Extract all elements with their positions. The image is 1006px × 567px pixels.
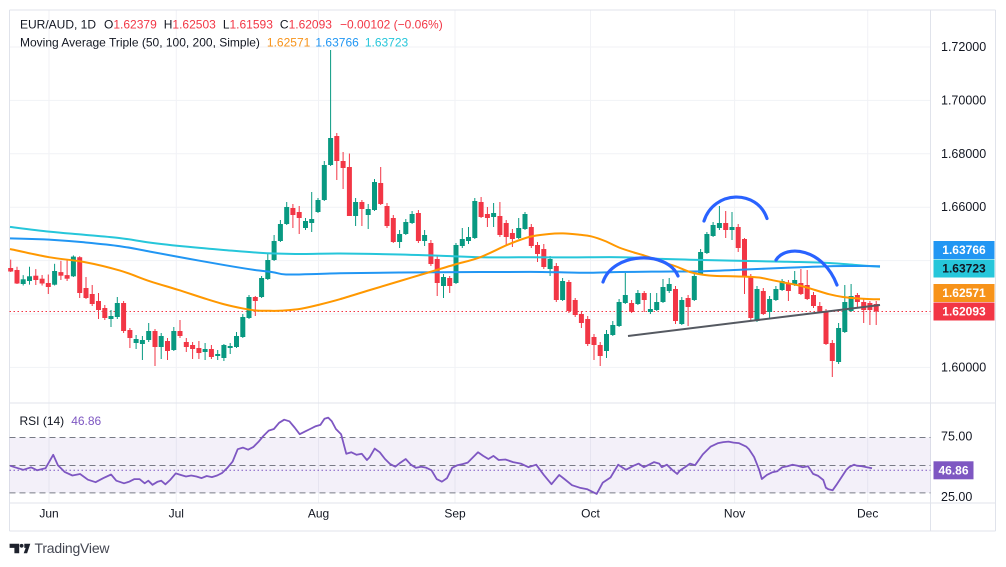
svg-text:1.66000: 1.66000 [941,200,986,214]
svg-text:Oct: Oct [581,507,600,521]
svg-text:Sep: Sep [444,507,466,521]
svg-text:1.63723: 1.63723 [942,262,986,276]
svg-text:Jul: Jul [169,507,184,521]
svg-text:46.86: 46.86 [938,464,968,478]
svg-text:1.72000: 1.72000 [941,40,986,54]
svg-text:75.00: 75.00 [941,430,972,444]
svg-text:1.62093: 1.62093 [942,305,986,319]
svg-text:1.70000: 1.70000 [941,93,986,107]
svg-text:25.00: 25.00 [941,490,972,504]
svg-text:RSI (14)46.86: RSI (14) 46.86 [20,414,102,428]
svg-text:TradingView: TradingView [35,540,111,556]
svg-text:Nov: Nov [724,507,745,521]
svg-text:1.63766: 1.63766 [942,243,986,257]
svg-text:Moving Average Triple (50, 100: Moving Average Triple (50, 100, 200, Sim… [20,36,409,50]
svg-text:Dec: Dec [857,507,878,521]
svg-text:Jun: Jun [39,507,58,521]
svg-text:1.60000: 1.60000 [941,360,986,374]
svg-text:1.62571: 1.62571 [942,286,986,300]
svg-text:Aug: Aug [308,507,329,521]
svg-text:1.68000: 1.68000 [941,147,986,161]
